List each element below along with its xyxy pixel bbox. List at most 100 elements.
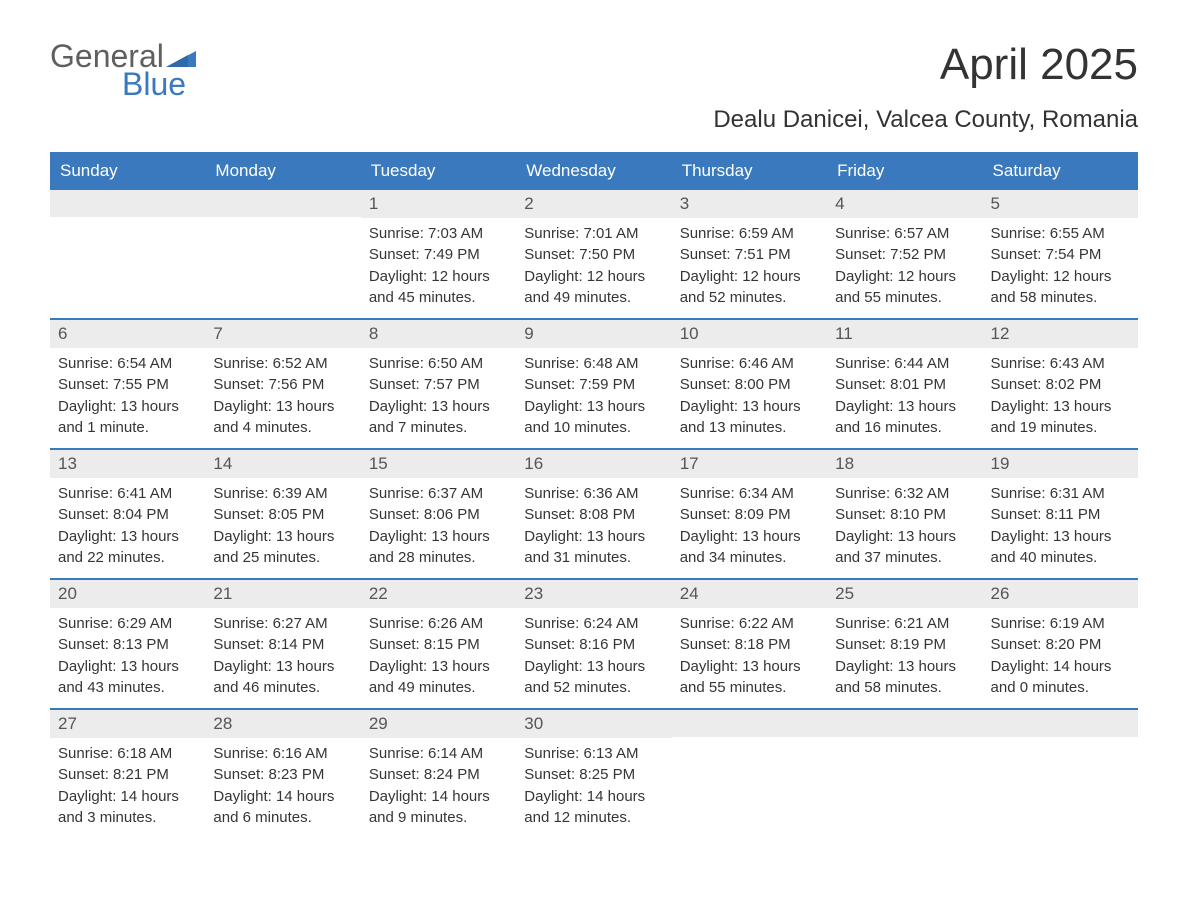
day-number: 16 [516,450,671,478]
day-number: 17 [672,450,827,478]
daylight-text-line2: and 43 minutes. [58,678,197,698]
day-number [205,190,360,217]
daylight-text-line1: Daylight: 14 hours [58,787,197,807]
calendar-day: 13Sunrise: 6:41 AMSunset: 8:04 PMDayligh… [50,450,205,578]
calendar-day: 24Sunrise: 6:22 AMSunset: 8:18 PMDayligh… [672,580,827,708]
sunset-text: Sunset: 8:15 PM [369,635,508,655]
day-body: Sunrise: 6:22 AMSunset: 8:18 PMDaylight:… [672,608,827,707]
daylight-text-line2: and 12 minutes. [524,808,663,828]
sunrise-text: Sunrise: 6:50 AM [369,354,508,374]
day-body: Sunrise: 6:27 AMSunset: 8:14 PMDaylight:… [205,608,360,707]
sunrise-text: Sunrise: 6:37 AM [369,484,508,504]
daylight-text-line2: and 37 minutes. [835,548,974,568]
sunrise-text: Sunrise: 6:29 AM [58,614,197,634]
sunset-text: Sunset: 8:11 PM [991,505,1130,525]
sunrise-text: Sunrise: 6:34 AM [680,484,819,504]
day-number: 28 [205,710,360,738]
calendar-day: 16Sunrise: 6:36 AMSunset: 8:08 PMDayligh… [516,450,671,578]
day-body: Sunrise: 6:46 AMSunset: 8:00 PMDaylight:… [672,348,827,447]
daylight-text-line2: and 45 minutes. [369,288,508,308]
sunrise-text: Sunrise: 6:55 AM [991,224,1130,244]
day-number: 24 [672,580,827,608]
daylight-text-line2: and 13 minutes. [680,418,819,438]
sunrise-text: Sunrise: 6:41 AM [58,484,197,504]
calendar-day: 10Sunrise: 6:46 AMSunset: 8:00 PMDayligh… [672,320,827,448]
calendar-day: 29Sunrise: 6:14 AMSunset: 8:24 PMDayligh… [361,710,516,838]
day-number [50,190,205,217]
calendar-week: 6Sunrise: 6:54 AMSunset: 7:55 PMDaylight… [50,318,1138,448]
sunrise-text: Sunrise: 6:43 AM [991,354,1130,374]
day-number [827,710,982,737]
daylight-text-line1: Daylight: 13 hours [369,527,508,547]
day-body: Sunrise: 6:41 AMSunset: 8:04 PMDaylight:… [50,478,205,577]
calendar-day: 2Sunrise: 7:01 AMSunset: 7:50 PMDaylight… [516,190,671,318]
daylight-text-line1: Daylight: 13 hours [213,657,352,677]
day-body: Sunrise: 6:55 AMSunset: 7:54 PMDaylight:… [983,218,1138,317]
calendar-day: 17Sunrise: 6:34 AMSunset: 8:09 PMDayligh… [672,450,827,578]
sunset-text: Sunset: 8:02 PM [991,375,1130,395]
sunrise-text: Sunrise: 6:14 AM [369,744,508,764]
calendar-day [50,190,205,318]
daylight-text-line2: and 55 minutes. [680,678,819,698]
sunset-text: Sunset: 8:21 PM [58,765,197,785]
sunset-text: Sunset: 8:20 PM [991,635,1130,655]
day-body: Sunrise: 6:21 AMSunset: 8:19 PMDaylight:… [827,608,982,707]
daylight-text-line2: and 46 minutes. [213,678,352,698]
day-number [983,710,1138,737]
day-body: Sunrise: 6:57 AMSunset: 7:52 PMDaylight:… [827,218,982,317]
calendar-day: 9Sunrise: 6:48 AMSunset: 7:59 PMDaylight… [516,320,671,448]
weeks-container: 1Sunrise: 7:03 AMSunset: 7:49 PMDaylight… [50,190,1138,838]
day-body: Sunrise: 6:54 AMSunset: 7:55 PMDaylight:… [50,348,205,447]
daylight-text-line1: Daylight: 13 hours [58,527,197,547]
logo: General Blue [50,40,196,100]
location-subtitle: Dealu Danicei, Valcea County, Romania [713,106,1138,134]
daylight-text-line1: Daylight: 13 hours [524,527,663,547]
sunset-text: Sunset: 8:25 PM [524,765,663,785]
calendar-day-header-row: Sunday Monday Tuesday Wednesday Thursday… [50,152,1138,190]
calendar-day: 19Sunrise: 6:31 AMSunset: 8:11 PMDayligh… [983,450,1138,578]
day-number: 12 [983,320,1138,348]
day-body: Sunrise: 6:59 AMSunset: 7:51 PMDaylight:… [672,218,827,317]
sunrise-text: Sunrise: 6:54 AM [58,354,197,374]
calendar-day: 8Sunrise: 6:50 AMSunset: 7:57 PMDaylight… [361,320,516,448]
day-body: Sunrise: 6:34 AMSunset: 8:09 PMDaylight:… [672,478,827,577]
day-number: 20 [50,580,205,608]
sunset-text: Sunset: 7:52 PM [835,245,974,265]
sunset-text: Sunset: 7:56 PM [213,375,352,395]
sunset-text: Sunset: 8:00 PM [680,375,819,395]
day-body: Sunrise: 6:13 AMSunset: 8:25 PMDaylight:… [516,738,671,837]
calendar-day: 26Sunrise: 6:19 AMSunset: 8:20 PMDayligh… [983,580,1138,708]
daylight-text-line1: Daylight: 12 hours [835,267,974,287]
sunrise-text: Sunrise: 7:03 AM [369,224,508,244]
daylight-text-line2: and 22 minutes. [58,548,197,568]
daylight-text-line2: and 1 minute. [58,418,197,438]
daylight-text-line1: Daylight: 13 hours [835,527,974,547]
sunrise-text: Sunrise: 6:59 AM [680,224,819,244]
daylight-text-line2: and 9 minutes. [369,808,508,828]
day-number [672,710,827,737]
daylight-text-line1: Daylight: 14 hours [991,657,1130,677]
day-number: 9 [516,320,671,348]
day-number: 23 [516,580,671,608]
calendar-week: 20Sunrise: 6:29 AMSunset: 8:13 PMDayligh… [50,578,1138,708]
daylight-text-line2: and 49 minutes. [369,678,508,698]
sunset-text: Sunset: 7:54 PM [991,245,1130,265]
daylight-text-line1: Daylight: 13 hours [680,397,819,417]
daylight-text-line1: Daylight: 13 hours [680,527,819,547]
daylight-text-line1: Daylight: 13 hours [524,397,663,417]
calendar-day: 22Sunrise: 6:26 AMSunset: 8:15 PMDayligh… [361,580,516,708]
calendar-day: 18Sunrise: 6:32 AMSunset: 8:10 PMDayligh… [827,450,982,578]
calendar-day [205,190,360,318]
sunset-text: Sunset: 8:08 PM [524,505,663,525]
daylight-text-line1: Daylight: 13 hours [835,657,974,677]
daylight-text-line1: Daylight: 13 hours [680,657,819,677]
day-body: Sunrise: 6:29 AMSunset: 8:13 PMDaylight:… [50,608,205,707]
day-body: Sunrise: 6:26 AMSunset: 8:15 PMDaylight:… [361,608,516,707]
calendar-day [827,710,982,838]
sunrise-text: Sunrise: 6:26 AM [369,614,508,634]
day-header-thursday: Thursday [672,152,827,190]
sunset-text: Sunset: 8:10 PM [835,505,974,525]
day-body: Sunrise: 6:31 AMSunset: 8:11 PMDaylight:… [983,478,1138,577]
sunset-text: Sunset: 7:49 PM [369,245,508,265]
day-number: 27 [50,710,205,738]
